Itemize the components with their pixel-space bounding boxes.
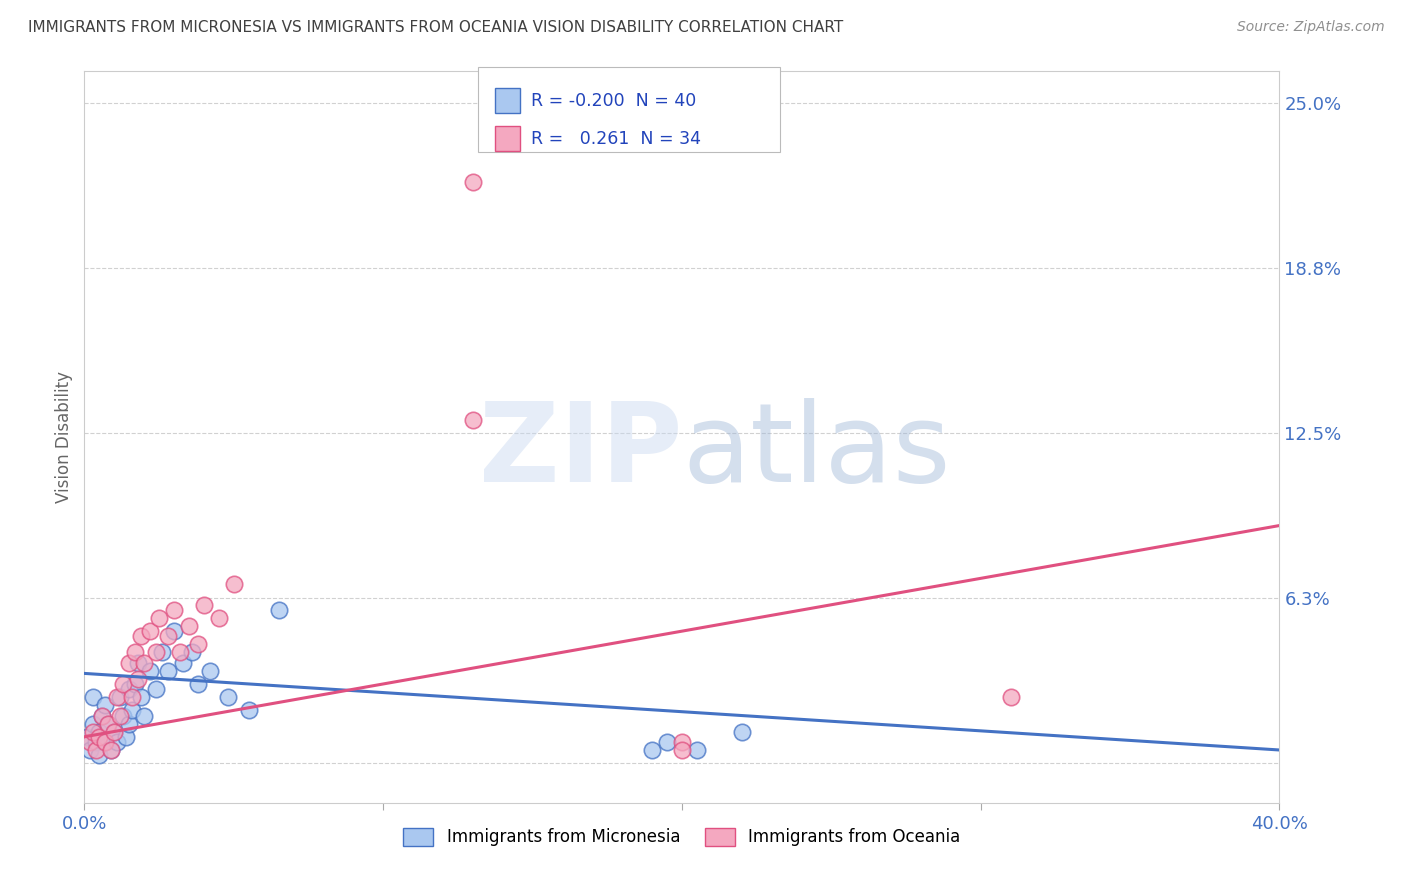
Point — [461, 175, 484, 189]
Text: R = -0.200  N = 40: R = -0.200 N = 40 — [531, 92, 697, 110]
Point — [103, 724, 125, 739]
Point — [150, 645, 173, 659]
Point — [145, 682, 167, 697]
Point — [671, 735, 693, 749]
Point — [267, 603, 290, 617]
Point — [118, 656, 141, 670]
Point — [124, 677, 146, 691]
Point — [163, 603, 186, 617]
Point — [181, 645, 204, 659]
Point — [157, 664, 180, 678]
Point — [177, 619, 200, 633]
Point — [86, 743, 108, 757]
Point — [127, 656, 149, 670]
Point — [100, 743, 122, 757]
Point — [118, 716, 141, 731]
Point — [89, 748, 111, 763]
Point — [76, 730, 98, 744]
Point — [121, 703, 143, 717]
Point — [139, 624, 162, 639]
Point — [79, 743, 101, 757]
Point — [121, 690, 143, 705]
Text: R =   0.261  N = 34: R = 0.261 N = 34 — [531, 130, 702, 148]
Point — [124, 645, 146, 659]
Point — [105, 735, 128, 749]
Point — [461, 413, 484, 427]
Point — [94, 735, 117, 749]
Point — [731, 724, 754, 739]
Point — [103, 724, 125, 739]
Point — [686, 743, 709, 757]
Point — [132, 708, 156, 723]
Point — [118, 682, 141, 697]
Y-axis label: Vision Disability: Vision Disability — [55, 371, 73, 503]
Point — [100, 743, 122, 757]
Point — [655, 735, 678, 749]
Point — [187, 677, 209, 691]
Point — [132, 656, 156, 670]
Point — [157, 630, 180, 644]
Legend: Immigrants from Micronesia, Immigrants from Oceania: Immigrants from Micronesia, Immigrants f… — [396, 821, 967, 853]
Point — [115, 730, 138, 744]
Point — [139, 664, 162, 678]
Point — [148, 611, 170, 625]
Point — [105, 690, 128, 705]
Point — [89, 724, 111, 739]
Point — [145, 645, 167, 659]
Point — [172, 656, 194, 670]
Point — [82, 690, 104, 705]
Point — [1000, 690, 1022, 705]
Point — [198, 664, 221, 678]
Point — [91, 708, 114, 723]
Text: atlas: atlas — [682, 398, 950, 505]
Point — [187, 637, 209, 651]
Point — [110, 708, 132, 723]
Point — [169, 645, 191, 659]
Point — [671, 743, 693, 757]
Point — [94, 735, 117, 749]
Point — [163, 624, 186, 639]
Text: IMMIGRANTS FROM MICRONESIA VS IMMIGRANTS FROM OCEANIA VISION DISABILITY CORRELAT: IMMIGRANTS FROM MICRONESIA VS IMMIGRANTS… — [28, 20, 844, 35]
Point — [94, 698, 117, 712]
Point — [97, 716, 120, 731]
Point — [97, 716, 120, 731]
Point — [641, 743, 664, 757]
Point — [238, 703, 260, 717]
Point — [129, 630, 152, 644]
Point — [222, 576, 245, 591]
Point — [127, 672, 149, 686]
Text: ZIP: ZIP — [478, 398, 682, 505]
Point — [193, 598, 215, 612]
Point — [208, 611, 231, 625]
Point — [217, 690, 239, 705]
Point — [82, 724, 104, 739]
Point — [110, 690, 132, 705]
Point — [112, 708, 135, 723]
Point — [89, 730, 111, 744]
Point — [82, 716, 104, 731]
Point — [129, 690, 152, 705]
Point — [79, 735, 101, 749]
Point — [91, 708, 114, 723]
Text: Source: ZipAtlas.com: Source: ZipAtlas.com — [1237, 20, 1385, 34]
Point — [112, 677, 135, 691]
Point — [86, 735, 108, 749]
